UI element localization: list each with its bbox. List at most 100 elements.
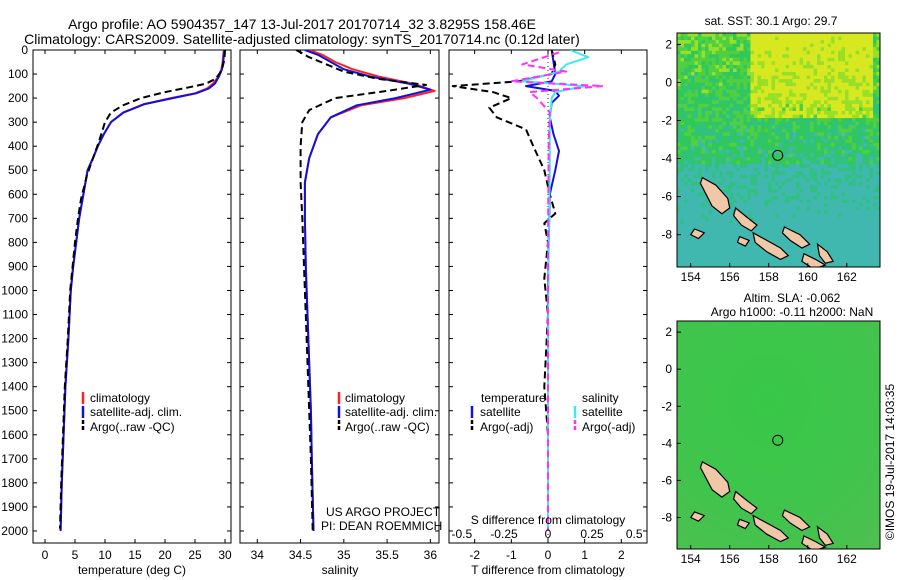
sst-cell	[806, 213, 811, 218]
sst-cell	[715, 160, 720, 165]
sst-cell	[757, 167, 762, 172]
sst-cell	[820, 217, 825, 222]
sst-cell	[764, 199, 769, 204]
sst-cell	[862, 220, 867, 225]
sst-cell	[740, 206, 744, 211]
sst-cell	[715, 139, 720, 144]
sst-cell	[834, 235, 839, 240]
sst-cell	[782, 185, 786, 190]
sst-cell	[862, 210, 867, 215]
sst-cell	[845, 160, 849, 165]
sst-cell	[775, 107, 779, 112]
sst-cell	[845, 196, 849, 201]
sst-cell	[838, 252, 842, 257]
sst-cell	[866, 57, 870, 62]
sst-cell	[740, 125, 744, 130]
sst-cell	[729, 238, 734, 243]
sst-cell	[722, 224, 727, 229]
sst-cell	[778, 40, 783, 45]
sst-cell	[736, 203, 741, 208]
sst-cell	[824, 189, 828, 193]
sst-cell	[827, 210, 832, 215]
sst-cell	[712, 217, 716, 222]
sst-cell	[792, 121, 797, 126]
sst-cell	[869, 242, 874, 247]
sst-cell	[708, 50, 713, 55]
sst-cell	[876, 82, 880, 87]
sst-cell	[708, 242, 713, 247]
sst-cell	[757, 50, 762, 55]
sst-cell	[792, 72, 797, 76]
sst-cell	[873, 263, 877, 267]
sst-cell	[834, 210, 839, 215]
sst-cell	[792, 54, 797, 59]
sst-cell	[806, 33, 811, 37]
sst-cell	[876, 118, 880, 123]
sst-cell	[876, 235, 880, 240]
sst-cell	[750, 135, 755, 140]
sst-cell	[691, 199, 695, 204]
sst-cell	[789, 43, 793, 48]
sst-cell	[729, 185, 734, 190]
sst-cell	[677, 210, 681, 215]
sst-cell	[691, 192, 695, 197]
sst-cell	[831, 121, 835, 126]
y-tick-label: 300	[8, 115, 28, 129]
sst-cell	[736, 135, 741, 140]
sst-cell	[873, 132, 877, 137]
sst-cell	[694, 47, 699, 52]
sst-cell	[701, 146, 706, 151]
sst-cell	[694, 157, 699, 162]
sst-cell	[677, 64, 681, 69]
sst-cell	[799, 57, 804, 62]
sst-cell	[680, 189, 685, 193]
salinity-plot-frame	[239, 49, 440, 544]
sst-cell	[719, 79, 723, 84]
series-line-climatology	[59, 50, 225, 532]
sst-cell	[736, 33, 741, 37]
sst-cell	[845, 189, 849, 193]
sst-cell	[862, 217, 867, 222]
sst-cell	[698, 121, 702, 126]
sst-cell	[789, 167, 793, 172]
sst-cell	[782, 196, 786, 201]
sst-cell	[722, 43, 727, 48]
sst-cell	[796, 160, 800, 165]
sst-cell	[810, 153, 814, 158]
sst-cell	[792, 153, 797, 158]
sst-cell	[719, 164, 723, 169]
sst-cell	[694, 139, 699, 144]
sst-cell	[810, 213, 814, 218]
sst-cell	[845, 235, 849, 240]
sst-cell	[855, 40, 860, 45]
sst-cell	[698, 160, 702, 165]
sst-cell	[726, 252, 730, 257]
sst-cell	[838, 82, 842, 87]
sst-cell	[764, 54, 769, 59]
sst-cell	[817, 171, 821, 176]
sst-cell	[852, 259, 856, 264]
sst-cell	[764, 43, 769, 48]
sst-cell	[782, 199, 786, 204]
sst-cell	[789, 142, 793, 147]
sst-cell	[827, 100, 832, 105]
sst-cell	[740, 86, 744, 91]
sst-cell	[754, 199, 758, 204]
sst-cell	[813, 178, 818, 183]
sst-cell	[754, 213, 758, 218]
sst-cell	[782, 89, 786, 94]
sst-cell	[862, 103, 867, 108]
sst-cell	[701, 142, 706, 147]
sst-cell	[684, 252, 688, 257]
sst-cell	[750, 192, 755, 197]
sst-cell	[834, 118, 839, 123]
sst-cell	[876, 252, 880, 257]
sst-cell	[859, 135, 863, 140]
sst-cell	[677, 103, 681, 108]
sst-cell	[831, 213, 835, 218]
sst-cell	[855, 167, 860, 172]
sst-cell	[852, 103, 856, 108]
sst-cell	[789, 57, 793, 62]
sst-cell	[757, 47, 762, 52]
sst-cell	[708, 118, 713, 123]
